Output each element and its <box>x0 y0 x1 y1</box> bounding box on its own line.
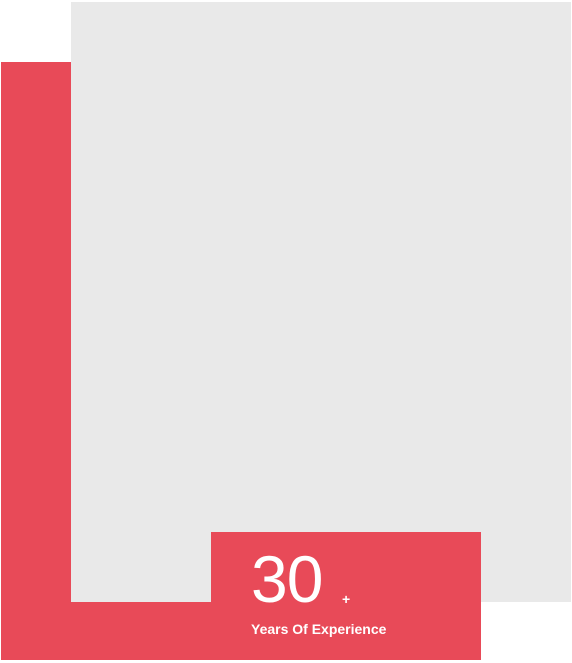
experience-number: 30 <box>251 542 323 616</box>
experience-plus-sign: + <box>342 591 351 607</box>
image-placeholder <box>71 2 571 602</box>
experience-badge: 30 + Years Of Experience <box>211 532 481 660</box>
experience-label: Years Of Experience <box>251 621 387 637</box>
